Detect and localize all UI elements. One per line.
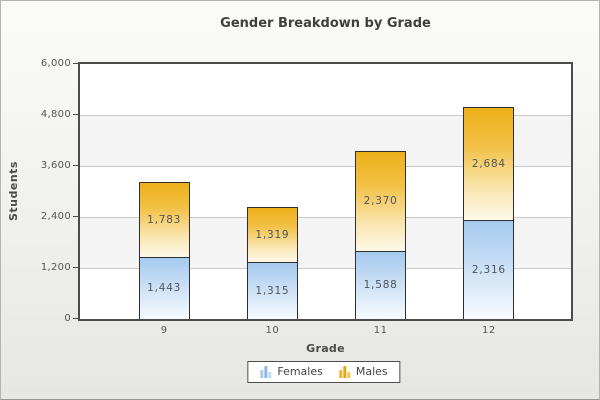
x-axis-title: Grade bbox=[306, 342, 345, 355]
y-tick-label: 2,400 bbox=[40, 211, 71, 222]
bar-segment-females-grade-9[interactable]: 1,443 bbox=[138, 257, 190, 319]
mini-bar-chart-icon bbox=[338, 365, 350, 378]
y-gridline bbox=[80, 268, 571, 269]
legend-item-males[interactable]: Males bbox=[338, 365, 388, 378]
y-tick-mark bbox=[73, 63, 78, 64]
mini-bar-chart-icon bbox=[260, 365, 272, 378]
plot-area: 1,783 1,443 1,319 1,315 2,370 1,588 2,684 2,316 bbox=[78, 62, 573, 321]
y-tick-label: 3,600 bbox=[40, 160, 71, 171]
bar-segment-males-grade-9[interactable]: 1,783 bbox=[138, 181, 190, 258]
bar-segment-females-grade-11[interactable]: 1,588 bbox=[355, 251, 407, 319]
x-tick-label: 12 bbox=[482, 325, 496, 336]
y-tick-mark bbox=[73, 114, 78, 115]
value-label: 1,315 bbox=[255, 285, 290, 298]
legend-label: Females bbox=[277, 365, 323, 378]
value-label: 1,319 bbox=[255, 229, 290, 242]
y-axis-title: Students bbox=[7, 161, 20, 222]
chart-title: Gender Breakdown by Grade bbox=[220, 16, 431, 31]
y-tick-mark bbox=[73, 318, 78, 319]
value-label: 1,588 bbox=[363, 279, 398, 292]
bar-segment-males-grade-12[interactable]: 2,684 bbox=[463, 106, 515, 221]
y-tick-mark bbox=[73, 267, 78, 268]
legend: Females Males bbox=[247, 361, 401, 383]
y-tick-label: 0 bbox=[64, 313, 71, 324]
value-label: 2,370 bbox=[363, 195, 398, 208]
x-tick-label: 9 bbox=[160, 325, 168, 336]
y-gridline bbox=[80, 166, 571, 167]
legend-label: Males bbox=[355, 365, 388, 378]
bar-segment-males-grade-10[interactable]: 1,319 bbox=[246, 207, 298, 264]
bar-segment-females-grade-12[interactable]: 2,316 bbox=[463, 220, 515, 319]
bar-grade-9: 1,783 1,443 bbox=[138, 181, 190, 319]
y-tick-mark bbox=[73, 216, 78, 217]
value-label: 1,443 bbox=[147, 282, 182, 295]
x-tick-label: 10 bbox=[265, 325, 280, 336]
y-tick-mark bbox=[73, 165, 78, 166]
value-label: 1,783 bbox=[147, 213, 182, 226]
y-tick-label: 1,200 bbox=[40, 262, 71, 273]
value-label: 2,316 bbox=[471, 263, 506, 276]
y-gridline bbox=[80, 217, 571, 218]
bar-segment-females-grade-10[interactable]: 1,315 bbox=[246, 263, 298, 319]
bar-grade-12: 2,684 2,316 bbox=[463, 106, 515, 319]
plot-band bbox=[80, 64, 571, 115]
bar-segment-males-grade-11[interactable]: 2,370 bbox=[355, 150, 407, 252]
y-tick-label: 6,000 bbox=[40, 58, 71, 69]
legend-item-females[interactable]: Females bbox=[260, 365, 323, 378]
value-label: 2,684 bbox=[471, 157, 506, 170]
y-gridline bbox=[80, 115, 571, 116]
bar-grade-10: 1,319 1,315 bbox=[246, 207, 298, 319]
x-tick-label: 11 bbox=[373, 325, 388, 336]
bar-grade-11: 2,370 1,588 bbox=[355, 150, 407, 319]
y-tick-label: 4,800 bbox=[40, 109, 71, 120]
